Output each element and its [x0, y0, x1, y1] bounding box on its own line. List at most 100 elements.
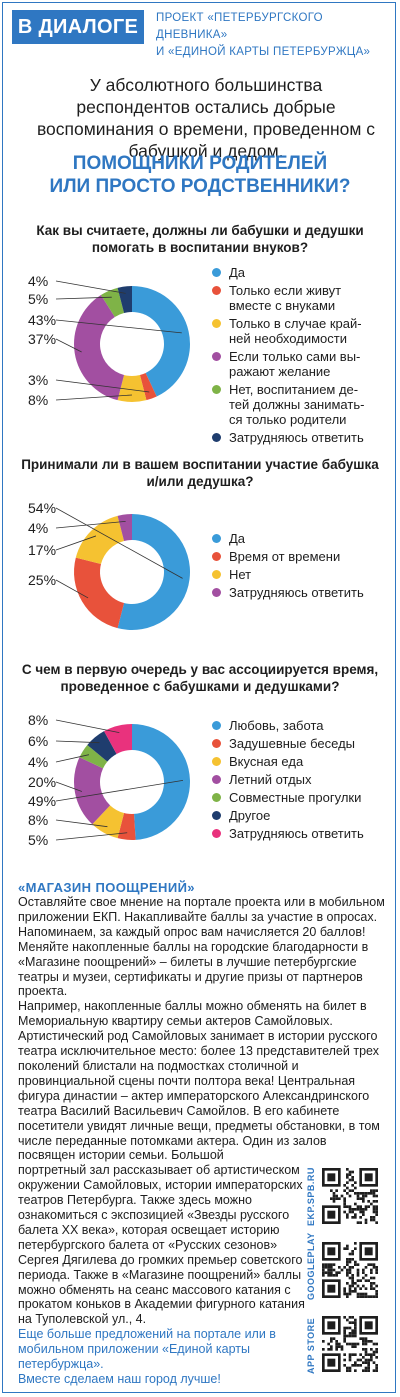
pie-slice [100, 287, 125, 317]
legend-swatch [212, 352, 221, 361]
data-label: 8% [28, 392, 48, 408]
legend-swatch [212, 811, 221, 820]
shop-body: Оставляйте свое мнение на портале проект… [18, 895, 386, 1327]
qr-label-site: EKP.SPB.RU [306, 1167, 316, 1226]
intro-text: У абсолютного большинства респондентов о… [36, 75, 376, 161]
legend-swatch [212, 319, 221, 328]
legend-label: Затрудняюсь ответить [229, 585, 364, 600]
headline-line-1: ПОМОЩНИКИ РОДИТЕЛЕЙ [72, 153, 328, 174]
legend-label: Совместные прогулки [229, 790, 362, 805]
legend-label: Затрудняюсь ответить [229, 430, 364, 445]
legend-label: Вкусная еда [229, 754, 304, 769]
legend-swatch [212, 570, 221, 579]
shop-text-wide: Оставляйте свое мнение на портале проект… [18, 895, 385, 1163]
legend-label: Да [229, 265, 246, 280]
data-label: 5% [28, 832, 48, 848]
headline-line-2: ИЛИ ПРОСТО РОДСТВЕННИКИ? [49, 176, 351, 197]
chart-2-title: Принимали ли в вашем воспитании участие … [21, 457, 379, 489]
legend-item: Любовь, забота [212, 718, 392, 733]
project-caption: ПРОЕКТ «ПЕТЕРБУРГСКОГО ДНЕВНИКА» И «ЕДИН… [156, 10, 392, 61]
leader-line [55, 280, 126, 294]
page-headline: ПОМОЩНИКИ РОДИТЕЛЕЙ ИЛИ ПРОСТО РОДСТВЕНН… [20, 152, 380, 198]
legend-label: Затрудняюсь ответить [229, 826, 364, 841]
project-line-2: И «ЕДИНОЙ КАРТЫ ПЕТЕРБУРЖЦА» [156, 46, 371, 58]
leader-line [55, 781, 83, 792]
leader-line [55, 296, 112, 300]
data-label: 25% [28, 572, 56, 588]
legend-swatch [212, 552, 221, 561]
legend-swatch [212, 286, 221, 295]
legend-label: Другое [229, 808, 271, 823]
leader-line [55, 535, 97, 551]
leader-line [55, 832, 128, 841]
legend-item: Затрудняюсь ответить [212, 430, 392, 445]
shop-text-narrow: портретный зал рассказывает об артистиче… [18, 1163, 305, 1327]
qr-code-icon[interactable] [322, 1242, 378, 1298]
pie-slice [104, 724, 132, 754]
leader-line [55, 394, 133, 401]
pie-slice [79, 745, 108, 769]
shop-title: «МАГАЗИН ПООЩРЕНИЙ» [18, 880, 195, 895]
pie-slice [87, 731, 117, 762]
leader-line [55, 319, 182, 334]
pie-slice [132, 724, 191, 840]
data-label: 49% [28, 793, 56, 809]
leader-line [55, 338, 82, 353]
legend-label: Любовь, забота [229, 718, 324, 733]
qr-code-icon[interactable] [322, 1316, 378, 1372]
legend-label: Если только сами вы- ражают желание [229, 349, 361, 379]
legend-label: Да [229, 531, 246, 546]
data-label: 17% [28, 542, 56, 558]
chart-3-legend: Любовь, забота Задушевные беседы Вкусная е… [212, 718, 392, 844]
legend-item: Вкусная еда [212, 754, 392, 769]
chart-1-title: Как вы считаете, должны ли бабушки и дед… [36, 223, 364, 255]
chart-2-legend: Да Время от времени Нет Затрудняюсь ответит… [212, 531, 392, 603]
legend-item: Время от времени [212, 549, 392, 564]
pie-slice [75, 515, 125, 565]
legend-label: Время от времени [229, 549, 341, 564]
legend-swatch [212, 829, 221, 838]
data-label: 3% [28, 372, 48, 388]
legend-swatch [212, 775, 221, 784]
data-label: 5% [28, 291, 48, 307]
pie-slice [139, 372, 157, 401]
legend-item: Нет, воспитанием де- тей должны занимать… [212, 382, 392, 427]
chart-3-title: С чем в первую очередь у вас ассоциирует… [21, 662, 379, 694]
data-label: 8% [28, 812, 48, 828]
legend-swatch [212, 385, 221, 394]
legend-label: Задушевные беседы [229, 736, 356, 751]
leader-line [55, 579, 89, 599]
leader-line [55, 521, 126, 529]
pie-slice [92, 805, 125, 839]
leader-line [55, 819, 108, 828]
legend-item: Другое [212, 808, 392, 823]
qr-code-icon[interactable] [322, 1168, 378, 1224]
pie-slice [74, 295, 125, 401]
charts-canvas: 4% 5% 43% 37% 3% 8% 54% 4% 17% 25% 8% 6% 4% 20% 49% 8% 5… [28, 273, 191, 848]
legend-label: Только в случае край- ней необходимости [229, 316, 362, 346]
pie-slice [132, 286, 191, 397]
legend-item: Летний отдых [212, 772, 392, 787]
legend-item: Затрудняюсь ответить [212, 585, 392, 600]
data-label: 20% [28, 774, 56, 790]
data-label: 37% [28, 331, 56, 347]
legend-swatch [212, 757, 221, 766]
legend-swatch [212, 793, 221, 802]
qr-label-googleplay: GOOGLEPLAY [306, 1232, 316, 1300]
leader-line [55, 740, 100, 744]
data-label: 8% [28, 712, 48, 728]
legend-swatch [212, 721, 221, 730]
legend-item: Только в случае край- ней необходимости [212, 316, 392, 346]
legend-swatch [212, 433, 221, 442]
pie-slice [73, 757, 111, 825]
pie-slice [117, 514, 191, 631]
legend-label: Нет [229, 567, 252, 582]
legend-item: Только если живут вместе с внуками [212, 283, 392, 313]
data-label: 54% [28, 500, 56, 516]
footer-text: Еще больше предложений на портале или в … [18, 1327, 276, 1386]
leader-line [55, 379, 150, 393]
legend-item: Да [212, 265, 392, 280]
legend-item: Нет [212, 567, 392, 582]
qr-label-appstore: APP STORE [306, 1317, 316, 1374]
